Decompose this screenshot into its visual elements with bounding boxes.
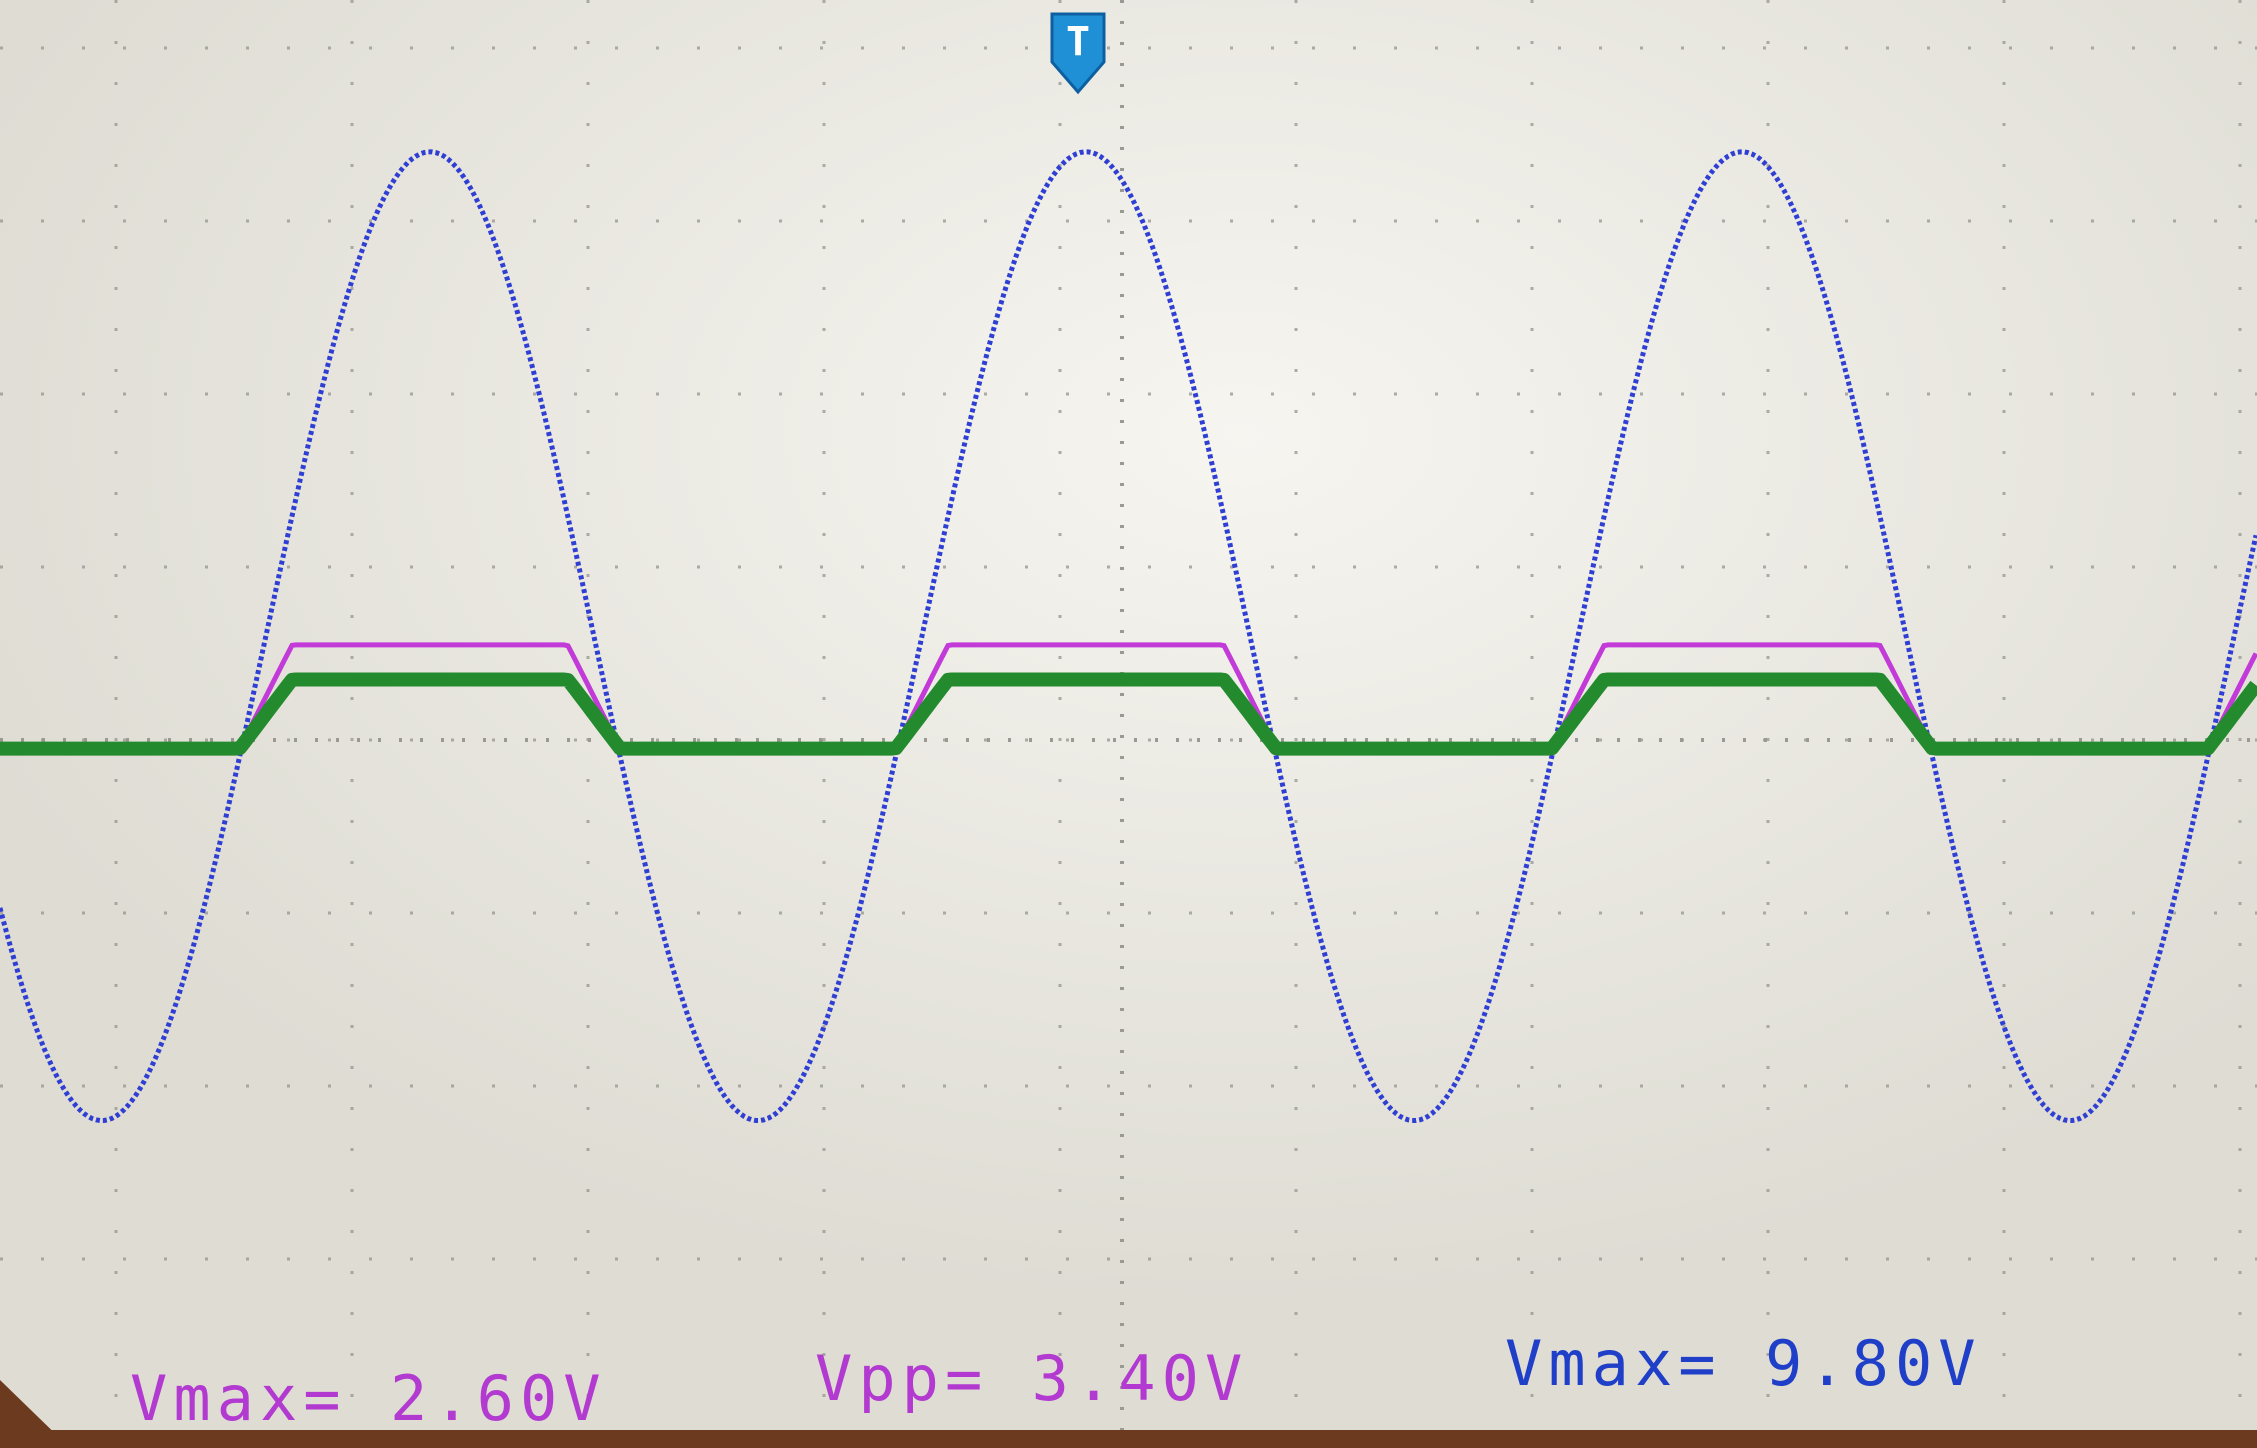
ch2-vmax-readout: Vmax= 2.60V xyxy=(130,1362,607,1435)
green-overlay-trace xyxy=(0,672,2257,756)
trigger-T-icon xyxy=(1050,12,1106,95)
ch1-sine-trace xyxy=(0,149,2257,1123)
trigger-marker: T xyxy=(1050,12,1106,95)
bezel xyxy=(0,1380,2257,1448)
ch2-vpp-readout: Vpp= 3.40V xyxy=(815,1342,1248,1415)
waveform-traces xyxy=(0,149,2257,1123)
trigger-label: T xyxy=(1066,19,1090,65)
ch2-clipped-trace xyxy=(0,642,2257,752)
ch1-vmax-readout: Vmax= 9.80V xyxy=(1505,1327,1982,1400)
